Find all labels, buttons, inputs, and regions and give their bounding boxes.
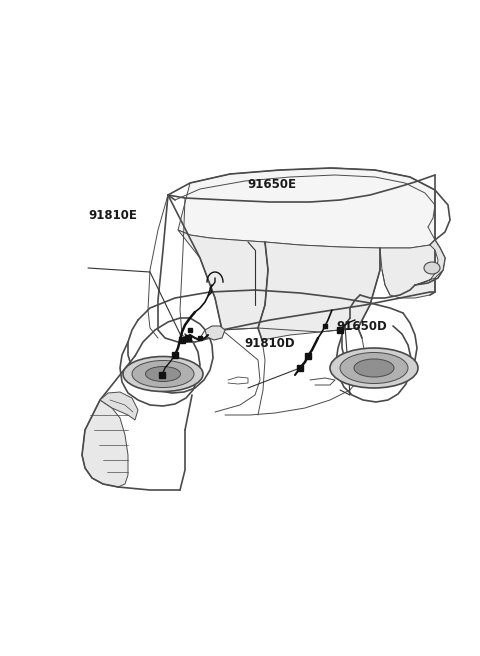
Ellipse shape [354,359,394,377]
Text: 91810E: 91810E [89,209,138,222]
Polygon shape [380,240,435,298]
Ellipse shape [330,348,418,388]
Polygon shape [178,230,268,330]
Polygon shape [82,400,128,487]
Ellipse shape [145,367,180,382]
Ellipse shape [424,262,440,274]
Polygon shape [415,240,445,285]
Text: 91650E: 91650E [247,178,296,192]
Polygon shape [205,326,225,340]
Text: 91650D: 91650D [336,320,387,333]
Ellipse shape [123,356,203,392]
Text: 91810D: 91810D [245,337,295,350]
Polygon shape [100,392,138,420]
Ellipse shape [340,352,408,384]
Polygon shape [178,168,435,248]
Ellipse shape [132,361,194,388]
Polygon shape [258,242,380,340]
